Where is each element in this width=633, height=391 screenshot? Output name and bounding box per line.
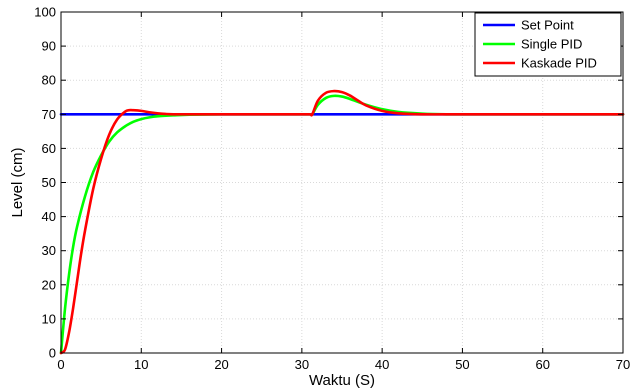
y-tick-label: 100 — [34, 5, 56, 20]
series-lines — [59, 89, 625, 355]
x-tick-label: 0 — [57, 357, 64, 372]
series-line-single-pid — [59, 94, 625, 355]
x-tick-label: 20 — [214, 357, 228, 372]
y-tick-label: 0 — [49, 346, 56, 361]
y-tick-label: 30 — [42, 243, 56, 258]
x-axis-label: Waktu (S) — [309, 372, 375, 389]
y-tick-label: 10 — [42, 311, 56, 326]
x-tick-label: 30 — [295, 357, 309, 372]
x-tick-label: 10 — [134, 357, 148, 372]
legend-label-single-pid: Single PID — [521, 37, 582, 52]
y-tick-label: 80 — [42, 73, 56, 88]
x-tick-label: 60 — [535, 357, 549, 372]
legend: Set Point Single PID Kaskade PID — [474, 12, 622, 77]
series-line-kaskade-pid — [59, 89, 625, 355]
y-tick-label: 50 — [42, 175, 56, 190]
y-tick-label: 60 — [42, 141, 56, 156]
x-tick-label: 50 — [455, 357, 469, 372]
y-tick-label: 90 — [42, 39, 56, 54]
legend-label-kaskade-pid: Kaskade PID — [521, 56, 597, 71]
y-tick-label: 40 — [42, 209, 56, 224]
axis-ticks: 0 10 20 30 40 50 60 70 0 10 20 30 40 50 60 70 80 90 100 — [34, 5, 630, 373]
x-tick-label: 40 — [375, 357, 389, 372]
legend-label-set-point: Set Point — [521, 18, 574, 33]
y-axis-label: Level (cm) — [9, 147, 26, 217]
x-tick-label: 70 — [616, 357, 630, 372]
y-tick-label: 70 — [42, 107, 56, 122]
y-tick-label: 20 — [42, 277, 56, 292]
